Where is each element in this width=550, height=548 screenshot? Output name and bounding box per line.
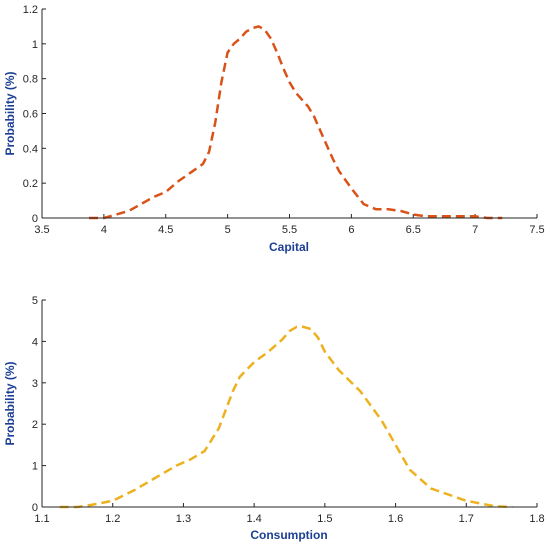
y-tick-label: 5 <box>32 295 38 307</box>
x-tick-label: 1.3 <box>176 513 191 525</box>
y-tick-label: 3 <box>32 378 38 390</box>
y-tick-label: 1 <box>32 461 38 473</box>
y-axis-label: Probability (%) <box>3 71 17 155</box>
x-tick-label: 1.4 <box>246 513 261 525</box>
consumption-chart: 0 1 2 3 4 5 1.1 1.2 1.3 1.4 1.5 1.6 1.7 1.8 Consumpt… <box>3 295 545 542</box>
x-tick-label: 6.5 <box>406 224 421 236</box>
x-tick-label: 1.5 <box>317 513 332 525</box>
x-tick-label: 3.5 <box>34 224 49 236</box>
x-axis-label: Capital <box>269 240 309 254</box>
y-tick-label: 0.8 <box>23 74 38 86</box>
plot-area-background <box>42 300 537 507</box>
y-axis-label: Probability (%) <box>3 361 17 445</box>
y-tick-label: 0 <box>32 502 38 514</box>
x-tick-label: 6 <box>348 224 354 236</box>
y-tick-label: 0.2 <box>23 178 38 190</box>
x-tick-label: 4 <box>101 224 107 236</box>
plot-area-background <box>42 9 537 218</box>
x-tick-label: 4.5 <box>158 224 173 236</box>
x-tick-label: 1.2 <box>105 513 120 525</box>
y-tick-label: 1 <box>32 39 38 51</box>
x-axis-ticks: 1.1 1.2 1.3 1.4 1.5 1.6 1.7 1.8 <box>34 503 545 525</box>
y-tick-label: 0 <box>32 213 38 225</box>
y-tick-label: 1.2 <box>23 4 38 16</box>
x-axis-ticks: 3.5 4 4.5 5 5.5 6 6.5 7 7.5 <box>34 214 545 236</box>
series-line <box>89 25 503 220</box>
y-tick-label: 0.4 <box>23 143 38 155</box>
x-tick-label: 1.7 <box>459 513 474 525</box>
x-tick-label: 1.8 <box>529 513 544 525</box>
capital-chart: 0 0.2 0.4 0.6 0.8 1 1.2 3.5 4 4.5 5 5.5 6 6.5 7 7.5 Ca… <box>3 4 545 254</box>
x-tick-label: 1.6 <box>388 513 403 525</box>
x-tick-label: 7.5 <box>529 224 544 236</box>
y-tick-label: 2 <box>32 419 38 431</box>
x-tick-label: 5.5 <box>282 224 297 236</box>
x-tick-label: 7 <box>472 224 478 236</box>
y-axis-ticks: 0 0.2 0.4 0.6 0.8 1 1.2 <box>23 4 46 225</box>
y-tick-label: 0.6 <box>23 109 38 121</box>
x-tick-label: 5 <box>225 224 231 236</box>
x-tick-label: 1.1 <box>34 513 49 525</box>
y-tick-label: 4 <box>32 336 38 348</box>
series-line <box>59 325 513 509</box>
x-axis-label: Consumption <box>250 528 327 542</box>
